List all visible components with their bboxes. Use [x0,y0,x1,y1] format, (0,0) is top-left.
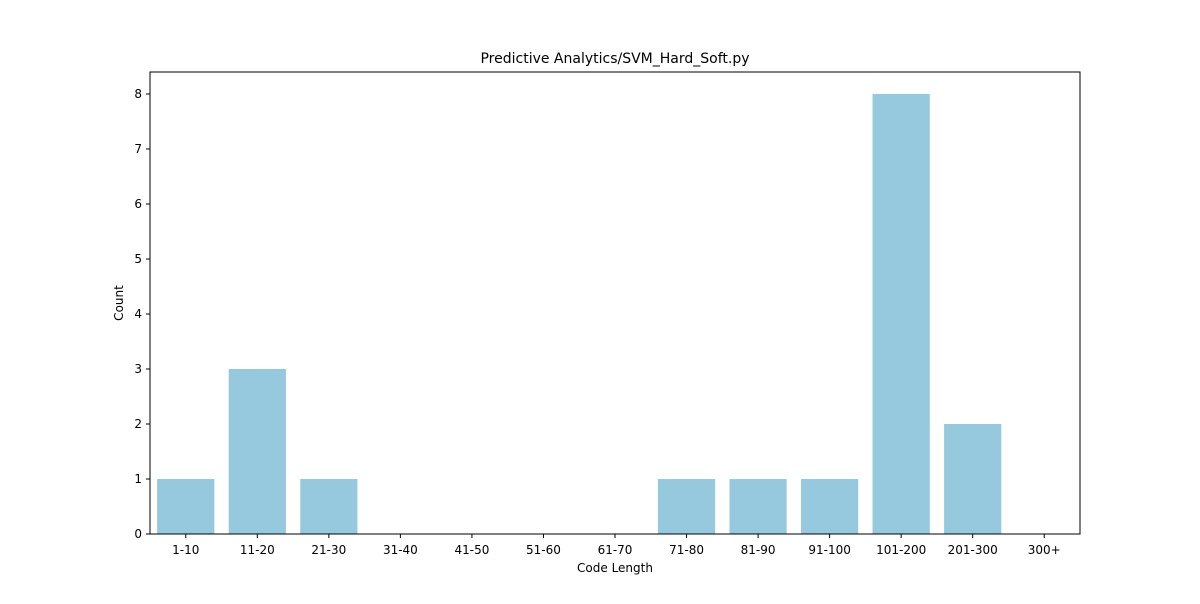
y-axis-label: Count [112,285,126,321]
x-tick-label: 91-100 [808,543,851,557]
y-tick-label: 8 [134,87,142,101]
x-tick-label: 21-30 [311,543,346,557]
x-axis-label: Code Length [577,561,653,575]
chart-title: Predictive Analytics/SVM_Hard_Soft.py [480,51,749,67]
y-tick-label: 5 [134,252,142,266]
bar-81-90 [729,479,787,534]
bar-71-80 [657,479,716,534]
y-tick-label: 1 [134,472,142,486]
y-tick-label: 3 [134,362,142,376]
bar-1-10 [157,479,215,534]
bar-11-20 [228,369,286,534]
y-tick-label: 7 [134,142,142,156]
x-tick-label: 1-10 [172,543,199,557]
x-tick-label: 51-60 [526,543,561,557]
x-tick-label: 71-80 [669,543,704,557]
bar-91-100 [801,479,859,534]
x-tick-label: 41-50 [454,543,489,557]
bar-21-30 [300,479,358,534]
x-tick-label: 31-40 [383,543,418,557]
x-tick-label: 300+ [1028,543,1061,557]
x-tick-label: 11-20 [240,543,275,557]
bar-101-200 [872,94,930,534]
y-tick-label: 4 [134,307,142,321]
y-tick-label: 0 [134,527,142,541]
x-tick-label: 61-70 [598,543,633,557]
x-axis-ticks: 1-10 11-20 21-30 31-40 41-50 51-60 61-70 71-80 8… [172,534,1061,557]
y-tick-label: 6 [134,197,142,211]
y-axis-ticks: 0 1 2 3 4 5 6 7 8 [134,87,150,541]
x-tick-label: 201-300 [948,543,998,557]
plot-frame [149,71,1081,535]
x-tick-label: 101-200 [876,543,926,557]
bars-group [157,94,1002,534]
x-tick-label: 81-90 [741,543,776,557]
bar-201-300 [944,424,1002,534]
y-tick-label: 2 [134,417,142,431]
